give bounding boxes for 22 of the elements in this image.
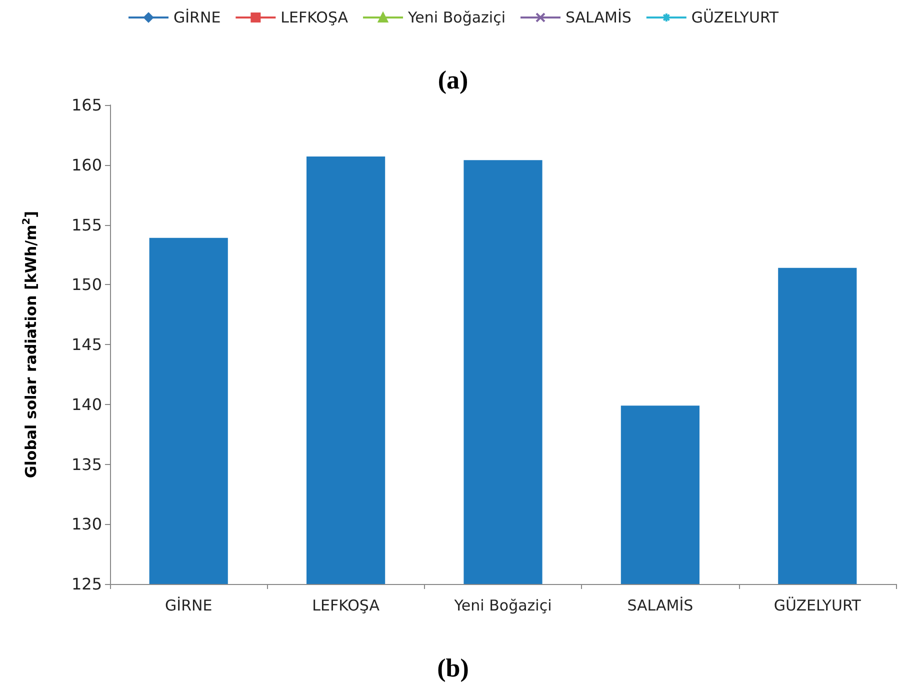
y-tick-label: 135 xyxy=(71,454,102,474)
y-tick-label: 130 xyxy=(71,514,102,534)
y-tick-label: 140 xyxy=(71,394,102,414)
y-tick-label: 155 xyxy=(71,215,102,234)
x-tick-label: GİRNE xyxy=(165,596,212,614)
y-axis-title: Global solar radiation [kWh/m2] xyxy=(22,210,40,478)
legend-label: Yeni Boğaziçi xyxy=(407,8,506,26)
x-tick-label: Yeni Boğaziçi xyxy=(453,596,552,614)
legend-label: SALAMİS xyxy=(565,8,632,26)
legend-label: GİRNE xyxy=(174,8,221,26)
x-tick-label: GÜZELYURT xyxy=(774,596,862,614)
y-tick-label: 165 xyxy=(71,96,102,114)
text: (b) xyxy=(437,654,469,682)
x-tick-label: LEFKOŞA xyxy=(312,596,380,614)
y-tick-label: 150 xyxy=(71,275,102,294)
x-tick-label: SALAMİS xyxy=(627,596,694,614)
y-tick-label: 145 xyxy=(71,335,102,354)
legend-label: GÜZELYURT xyxy=(691,8,780,26)
legend-label: LEFKOŞA xyxy=(280,8,349,26)
y-tick-label: 125 xyxy=(71,574,102,594)
y-tick-label: 160 xyxy=(71,155,102,174)
chart-title: (a) xyxy=(438,66,468,94)
